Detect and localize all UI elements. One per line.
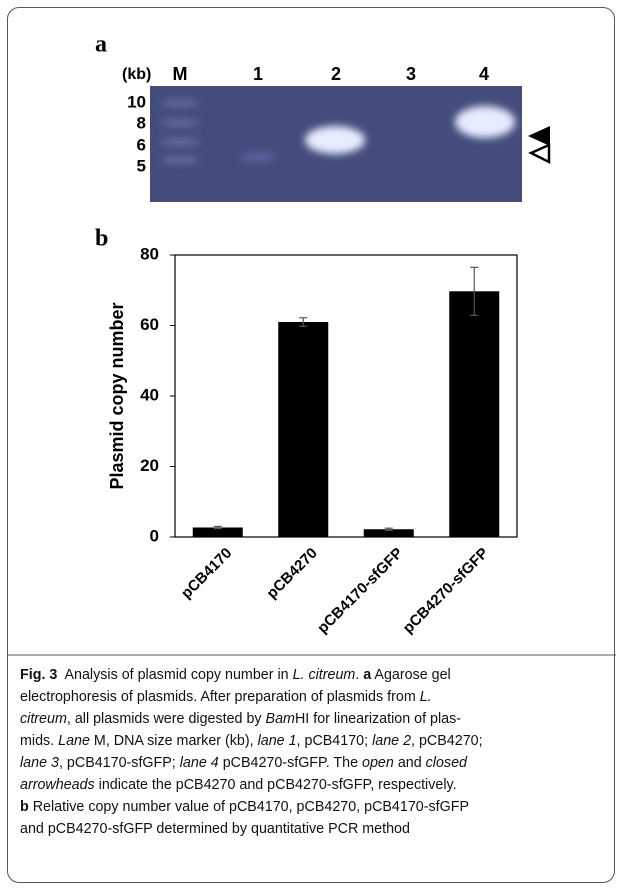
caption-line: electrophoresis of plasmids. After prepa… bbox=[20, 689, 432, 705]
caption-text: lane 2 bbox=[372, 733, 411, 749]
lane-label: 2 bbox=[331, 64, 341, 84]
bar bbox=[278, 322, 328, 537]
y-tick-label: 60 bbox=[140, 315, 159, 334]
caption-line: arrowheads indicate the pCB4270 and pCB4… bbox=[20, 777, 457, 793]
caption-line: and pCB4270-sfGFP determined by quantita… bbox=[20, 821, 410, 837]
caption-text: indicate the pCB4270 and pCB4270-sfGFP, … bbox=[95, 777, 457, 793]
caption-text: arrowheads bbox=[20, 777, 95, 793]
lane-label: M bbox=[173, 64, 188, 84]
caption-line: Fig. 3 Analysis of plasmid copy number i… bbox=[20, 667, 451, 683]
caption-text: Analysis of plasmid copy number in bbox=[57, 667, 292, 683]
caption-text: and pCB4270-sfGFP determined by quantita… bbox=[20, 821, 410, 837]
caption-text: , all plasmids were digested by bbox=[67, 711, 266, 727]
caption-text: lane 1 bbox=[258, 733, 297, 749]
panel-label: a bbox=[95, 32, 107, 58]
size-label: 10 bbox=[127, 92, 146, 111]
caption-line: b Relative copy number value of pCB4170,… bbox=[20, 799, 469, 815]
x-tick-label: pCB4270-sfGFP bbox=[400, 545, 492, 637]
y-tick-label: 80 bbox=[140, 244, 159, 263]
caption-line: mids. Lane M, DNA size marker (kb), lane… bbox=[20, 733, 483, 749]
panel-label: b bbox=[95, 226, 108, 252]
caption-text: mids. bbox=[20, 733, 58, 749]
x-tick-label: pCB4170 bbox=[178, 545, 235, 602]
caption-text: citreum bbox=[20, 711, 67, 727]
caption-text: b bbox=[20, 799, 29, 815]
unit-label: (kb) bbox=[122, 66, 151, 83]
caption-text: L. bbox=[420, 689, 432, 705]
caption-text: Relative copy number value of pCB4170, p… bbox=[29, 799, 469, 815]
caption-text: Agarose gel bbox=[371, 667, 450, 683]
caption-text: L. citreum bbox=[293, 667, 356, 683]
size-label: 5 bbox=[137, 156, 146, 175]
lane-label: 1 bbox=[253, 64, 263, 84]
bar bbox=[449, 291, 499, 537]
y-tick-label: 20 bbox=[140, 456, 159, 475]
y-tick-label: 0 bbox=[150, 526, 159, 545]
caption-text: open bbox=[362, 755, 394, 771]
x-tick-label: pCB4170-sfGFP bbox=[314, 545, 406, 637]
caption-text: M, DNA size marker (kb), bbox=[90, 733, 258, 749]
x-tick-label: pCB4270 bbox=[263, 545, 320, 602]
caption-text: lane 4 bbox=[180, 755, 219, 771]
caption-text: , pCB4170; bbox=[297, 733, 373, 749]
caption-text: , pCB4170-sfGFP; bbox=[59, 755, 180, 771]
caption-text: Bam bbox=[266, 711, 295, 727]
caption-text: electrophoresis of plasmids. After prepa… bbox=[20, 689, 420, 705]
size-label: 8 bbox=[137, 113, 146, 132]
caption-text: Lane bbox=[58, 733, 90, 749]
closed-arrowhead bbox=[528, 126, 550, 146]
size-label: 6 bbox=[137, 135, 146, 154]
caption-text: and bbox=[394, 755, 426, 771]
caption-text: , pCB4270; bbox=[411, 733, 483, 749]
y-tick-label: 40 bbox=[140, 385, 159, 404]
page: a (kb) M 1 2 3 4 10 8 6 5 b Plasmid copy number 0 20 40… bbox=[0, 0, 625, 895]
y-axis-label: Plasmid copy number bbox=[107, 302, 127, 489]
open-arrowhead bbox=[531, 145, 549, 162]
lane-label: 3 bbox=[406, 64, 416, 84]
caption-text: lane 3 bbox=[20, 755, 59, 771]
caption-line: citreum, all plasmids were digested by B… bbox=[20, 711, 461, 727]
caption-text: pCB4270-sfGFP. The bbox=[219, 755, 362, 771]
caption-text: HI for linearization of plas- bbox=[295, 711, 461, 727]
lane-label: 4 bbox=[479, 64, 489, 84]
figure: a (kb) M 1 2 3 4 10 8 6 5 b Plasmid copy number 0 20 40… bbox=[0, 0, 625, 660]
caption-text: Fig. 3 bbox=[20, 667, 57, 683]
caption-text: closed bbox=[426, 755, 467, 771]
caption-line: lane 3, pCB4170-sfGFP; lane 4 pCB4270-sf… bbox=[20, 755, 467, 771]
